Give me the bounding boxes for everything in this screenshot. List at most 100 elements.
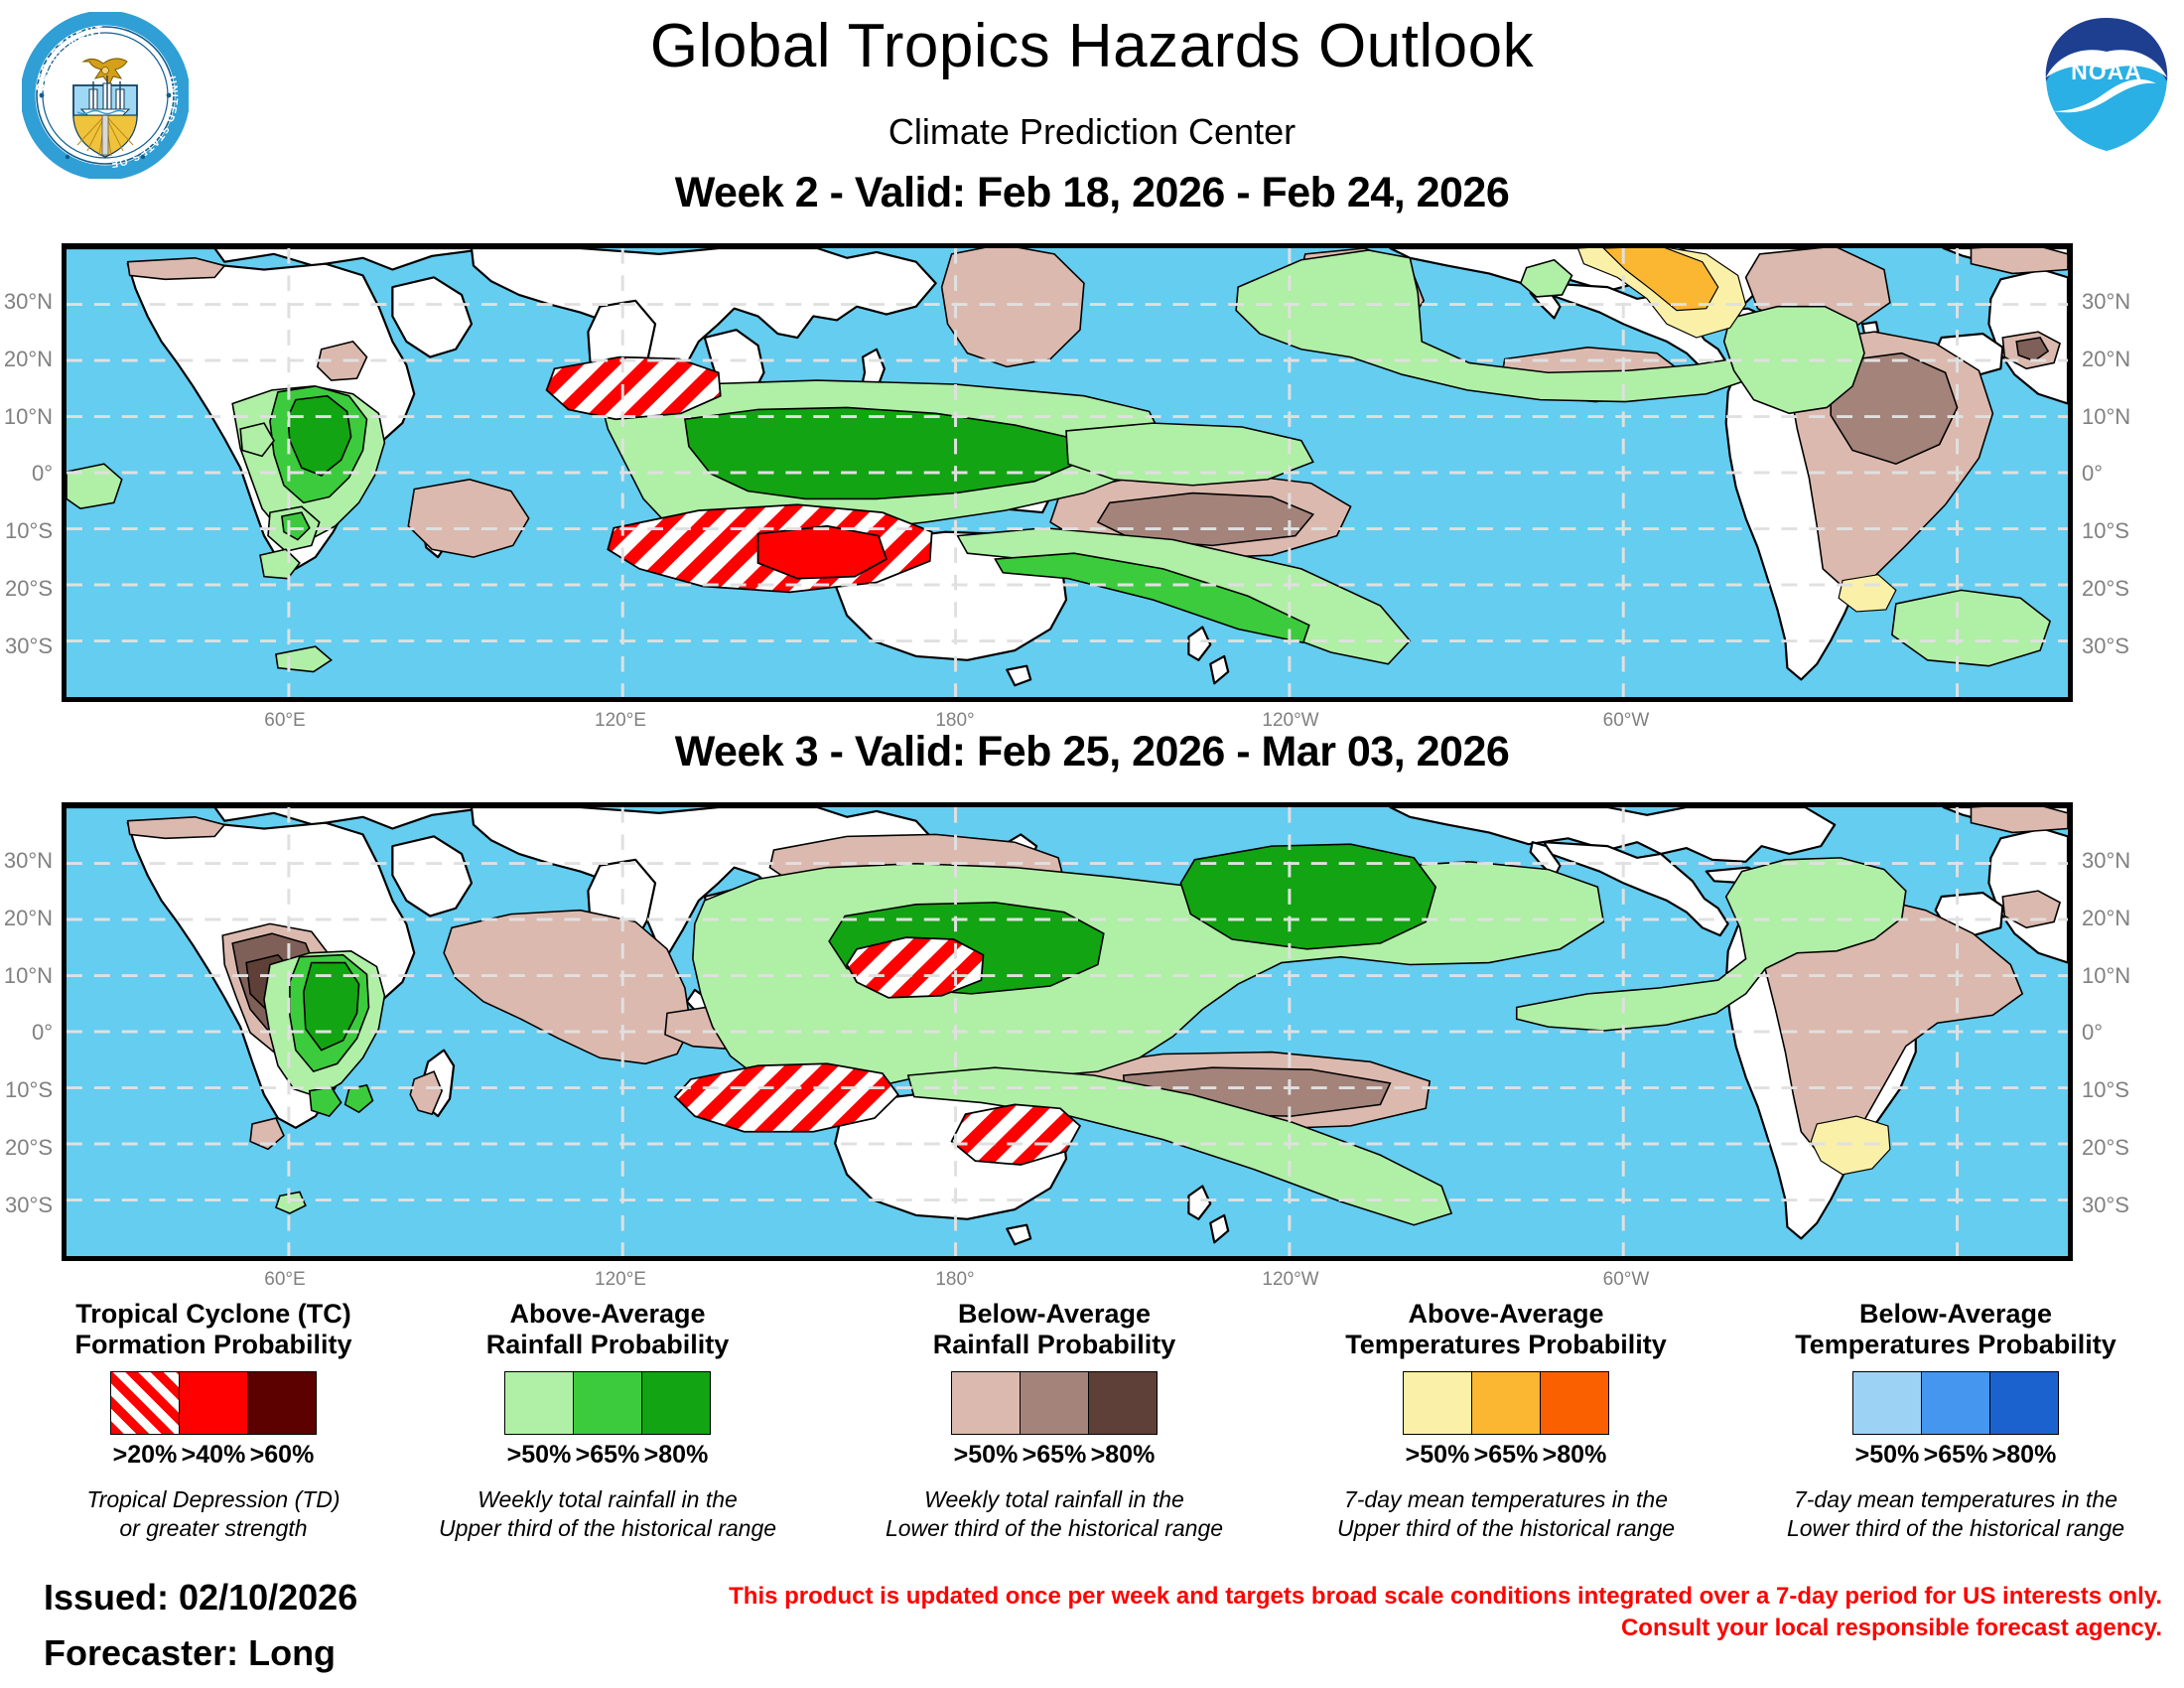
lat-label-left-20s: 20°S: [5, 576, 53, 601]
week2-map-canvas: [67, 248, 2068, 697]
legend-swatch-tc-60: [248, 1371, 316, 1434]
legend-swatch-tc-20: [111, 1371, 180, 1434]
legend-swatch-temp-above-65: [1472, 1371, 1541, 1434]
lat-label-right-30n: 30°N: [2082, 289, 2131, 314]
legend-value-tc-20: >20%: [112, 1440, 178, 1469]
legend-swatch-rain-above-80: [642, 1371, 710, 1434]
legend-swatch-rain-below-65: [1021, 1371, 1089, 1434]
legend-note-line1: Weekly total rainfall in the: [478, 1485, 738, 1512]
lat-label-right-20s: 20°S: [2082, 576, 2129, 601]
legend-swatch-rain-below-50: [952, 1371, 1021, 1434]
week3-map-frame: [62, 802, 2073, 1261]
lat-label-left-0: 0°: [31, 461, 53, 486]
legend-colorbar: [1403, 1370, 1609, 1435]
legend-value-rain-above-80: >80%: [643, 1440, 709, 1469]
lat-label-right-10s: 10°S: [2082, 1077, 2129, 1102]
lon-label-120e: 120°E: [595, 710, 646, 731]
legend-note-line2: or greater strength: [119, 1514, 308, 1541]
lon-label-180: 180°: [935, 1269, 975, 1290]
disclaimer-line1: This product is updated once per week an…: [729, 1583, 2162, 1610]
lat-label-right-20n: 20°N: [2082, 347, 2131, 371]
lat-label-left-30s: 30°S: [5, 1193, 53, 1217]
page-title: Global Tropics Hazards Outlook: [649, 12, 1535, 80]
week2-map-frame: [62, 243, 2073, 702]
legend-note-line2: Lower third of the historical range: [1786, 1514, 2125, 1541]
legend-title-line1: Above-Average: [1408, 1299, 1604, 1329]
legend-value-rain-below-80: >80%: [1090, 1440, 1156, 1469]
lat-label-left-20n: 20°N: [3, 906, 53, 930]
legend-colorbar: [1852, 1370, 2059, 1435]
week3-panel-title: Week 3 - Valid: Feb 25, 2026 - Mar 03, 2…: [674, 728, 1510, 775]
map-gridlines: [67, 248, 2068, 697]
legend: Tropical Cyclone (TC) Formation Probabil…: [0, 1299, 2184, 1557]
noaa-wordmark: NOAA: [2071, 59, 2142, 84]
issued-date: Issued: 02/10/2026: [44, 1577, 358, 1618]
legend-title-line2: Rainfall Probability: [932, 1330, 1176, 1360]
hazard-shadings-week2: [67, 248, 2068, 673]
legend-value-temp-above-80: >80%: [1542, 1440, 1607, 1469]
lon-label-120e: 120°E: [595, 1269, 646, 1290]
lon-label-180: 180°: [935, 710, 975, 731]
legend-swatch-rain-above-50: [505, 1371, 574, 1434]
lat-label-left-10n: 10°N: [3, 963, 53, 988]
legend-title-line1: Tropical Cyclone (TC): [75, 1299, 351, 1329]
lon-label-60w: 60°W: [1602, 710, 1650, 731]
legend-note-line2: Lower third of the historical range: [885, 1514, 1224, 1541]
legend-value-temp-below-65: >65%: [1923, 1440, 1988, 1469]
legend-above-avg-rainfall: Above-Average Rainfall Probability >50% …: [389, 1299, 826, 1543]
legend-title-line2: Temperatures Probability: [1345, 1330, 1667, 1360]
legend-value-temp-below-50: >50%: [1854, 1440, 1920, 1469]
lat-label-right-30s: 30°S: [2082, 1193, 2129, 1217]
week2-panel-title: Week 2 - Valid: Feb 18, 2026 - Feb 24, 2…: [674, 169, 1510, 216]
tc-formation-regions: [673, 936, 1082, 1166]
lat-label-left-0: 0°: [31, 1020, 53, 1045]
legend-value-rain-below-65: >65%: [1022, 1440, 1087, 1469]
legend-note-line1: 7-day mean temperatures in the: [1343, 1485, 1668, 1512]
page-header: DEPARTMENT OF COMMERCE UNITED STATES OF …: [0, 0, 2184, 238]
lon-label-60w: 60°W: [1602, 1269, 1650, 1290]
lon-label-60e: 60°E: [264, 710, 306, 731]
disclaimer: This product is updated once per week an…: [723, 1581, 2162, 1643]
legend-swatch-temp-above-50: [1404, 1371, 1472, 1434]
lat-label-left-20s: 20°S: [5, 1135, 53, 1160]
legend-swatch-rain-below-80: [1089, 1371, 1157, 1434]
legend-title-line1: Below-Average: [957, 1299, 1152, 1329]
legend-swatch-tc-40: [180, 1371, 248, 1434]
tc-formation-regions: [545, 355, 933, 594]
lat-label-right-30n: 30°N: [2082, 848, 2131, 873]
lat-label-right-20n: 20°N: [2082, 906, 2131, 930]
lat-label-right-10s: 10°S: [2082, 518, 2129, 543]
lat-label-right-10n: 10°N: [2082, 404, 2131, 429]
lat-label-left-30n: 30°N: [3, 289, 53, 314]
week3-map: 30°N 20°N 10°N 0° 10°S 20°S 30°S 30°N 20…: [4, 802, 2130, 1290]
legend-above-avg-temperature: Above-Average Temperatures Probability >…: [1283, 1299, 1729, 1543]
legend-swatch-rain-above-65: [574, 1371, 642, 1434]
lat-label-right-0: 0°: [2082, 1020, 2104, 1045]
legend-value-rain-above-50: >50%: [506, 1440, 572, 1469]
legend-note-line2: Upper third of the historical range: [438, 1514, 777, 1541]
lon-label-120w: 120°W: [1262, 1269, 1319, 1290]
legend-value-temp-above-50: >50%: [1405, 1440, 1470, 1469]
lat-label-left-10s: 10°S: [5, 518, 53, 543]
page-subtitle: Climate Prediction Center: [887, 111, 1297, 152]
legend-value-temp-above-65: >65%: [1473, 1440, 1539, 1469]
legend-title-line2: Formation Probability: [74, 1330, 352, 1360]
lat-label-right-20s: 20°S: [2082, 1135, 2129, 1160]
legend-note-line1: Tropical Depression (TD): [86, 1485, 341, 1512]
lat-label-left-10n: 10°N: [3, 404, 53, 429]
lat-label-left-30n: 30°N: [3, 848, 53, 873]
legend-below-avg-rainfall: Below-Average Rainfall Probability >50% …: [836, 1299, 1273, 1543]
legend-swatch-temp-above-80: [1541, 1371, 1608, 1434]
legend-colorbar: [504, 1370, 711, 1435]
lat-label-right-10n: 10°N: [2082, 963, 2131, 988]
legend-title-line2: Rainfall Probability: [485, 1330, 730, 1360]
legend-value-tc-40: >40%: [181, 1440, 246, 1469]
legend-swatch-temp-below-80: [1990, 1371, 2058, 1434]
legend-note-line1: Weekly total rainfall in the: [924, 1485, 1184, 1512]
legend-value-tc-60: >60%: [249, 1440, 315, 1469]
legend-title-line1: Above-Average: [509, 1299, 706, 1329]
legend-value-rain-below-50: >50%: [953, 1440, 1019, 1469]
lat-label-left-20n: 20°N: [3, 347, 53, 371]
legend-below-avg-temperature: Below-Average Temperatures Probability >…: [1737, 1299, 2174, 1543]
lat-label-right-0: 0°: [2082, 461, 2104, 486]
